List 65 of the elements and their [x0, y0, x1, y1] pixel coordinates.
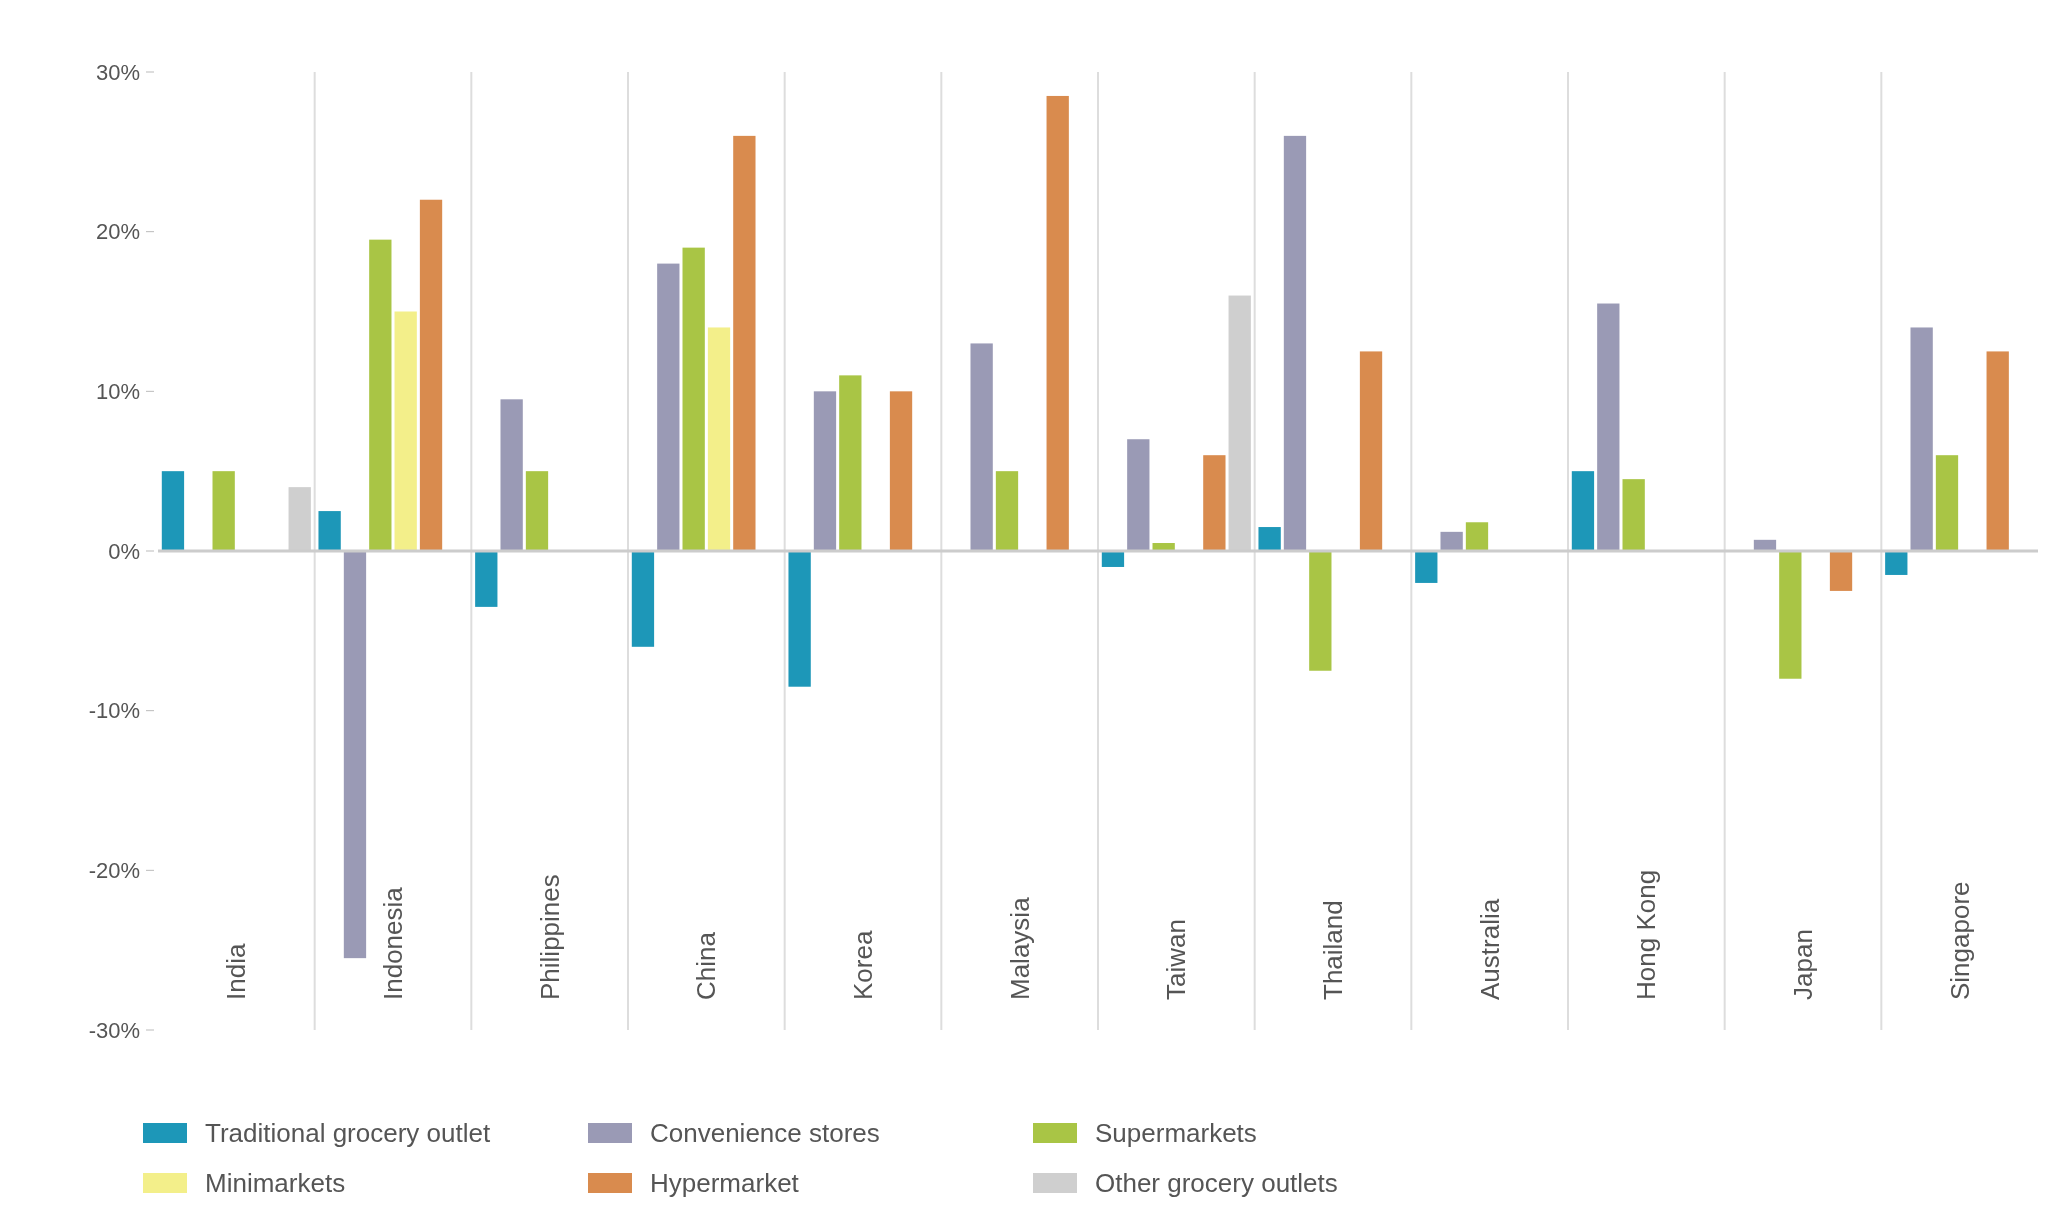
bar — [707, 327, 731, 551]
bar — [1986, 351, 2009, 551]
bar — [889, 391, 913, 551]
legend-label: Hypermarket — [650, 1168, 800, 1199]
bar — [1622, 479, 1645, 551]
bar — [1910, 327, 1933, 551]
bar — [682, 247, 705, 551]
bar — [343, 551, 367, 959]
bar — [1829, 551, 1853, 591]
legend-label: Convenience stores — [650, 1118, 880, 1149]
y-tick-label: 30% — [95, 59, 140, 85]
bar — [788, 551, 811, 687]
bar — [394, 311, 417, 551]
bar — [1440, 531, 1463, 551]
x-tick-label: Hong Kong — [1631, 869, 1662, 1000]
bar — [1203, 455, 1226, 551]
bar — [1359, 351, 1383, 551]
bar — [318, 511, 341, 551]
x-tick-label: Taiwan — [1161, 919, 1192, 1000]
bar — [970, 343, 993, 551]
bar — [631, 551, 655, 647]
bar — [1258, 527, 1281, 551]
y-tick-label: -20% — [88, 858, 140, 884]
x-tick-label: Thailand — [1318, 900, 1349, 1000]
legend-label: Traditional grocery outlet — [205, 1118, 491, 1149]
bar — [500, 399, 523, 551]
bar — [1779, 551, 1802, 679]
y-tick-label: 0% — [108, 538, 140, 564]
x-tick-label: Malaysia — [1004, 896, 1035, 1000]
bar — [212, 471, 235, 551]
bar — [1571, 471, 1595, 551]
bar — [995, 471, 1019, 551]
bar — [1283, 135, 1307, 551]
y-tick-label: 10% — [95, 379, 140, 405]
bar — [1597, 303, 1620, 551]
x-tick-label: Korea — [848, 930, 879, 1000]
bar — [1046, 95, 1069, 551]
x-tick-label: Philippines — [534, 874, 565, 1000]
bar — [1309, 551, 1332, 671]
bar — [475, 551, 498, 607]
y-tick-label: -10% — [88, 698, 140, 724]
x-tick-label: Indonesia — [378, 886, 409, 1000]
legend-label: Other grocery outlets — [1095, 1168, 1338, 1199]
bar — [813, 391, 837, 551]
bar — [161, 471, 185, 551]
bar — [1465, 522, 1489, 551]
bar — [419, 199, 443, 551]
y-tick-label: 20% — [95, 219, 140, 245]
bar — [1415, 551, 1438, 583]
bar — [1885, 551, 1908, 575]
bar — [1935, 455, 1959, 551]
x-tick-label: Australia — [1474, 898, 1505, 1000]
x-tick-label: Singapore — [1944, 881, 1975, 1000]
x-tick-label: India — [221, 943, 252, 1000]
bar — [525, 471, 549, 551]
legend-label: Minimarkets — [205, 1168, 346, 1199]
bar — [839, 375, 862, 551]
x-tick-label: China — [691, 931, 722, 1000]
bar — [1127, 439, 1150, 551]
bar — [657, 263, 680, 551]
bar — [733, 135, 756, 551]
legend-label: Supermarkets — [1095, 1118, 1257, 1149]
x-tick-label: Japan — [1788, 929, 1819, 1000]
y-tick-label: -30% — [88, 1017, 140, 1043]
bar — [369, 239, 392, 551]
